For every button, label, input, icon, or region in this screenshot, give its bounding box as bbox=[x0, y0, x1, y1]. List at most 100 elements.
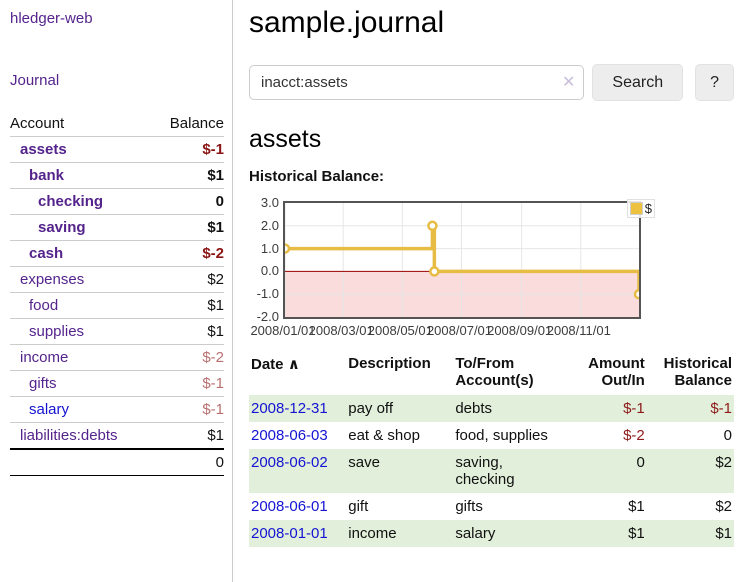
accounts-total-value: 0 bbox=[152, 448, 224, 476]
account-link-bank[interactable]: bank bbox=[29, 167, 65, 184]
data-point-marker bbox=[633, 288, 639, 300]
account-link-supplies[interactable]: supplies bbox=[29, 323, 85, 340]
account-link-food[interactable]: food bbox=[29, 297, 59, 314]
transaction-balance: $2 bbox=[715, 454, 732, 471]
data-point-marker bbox=[427, 220, 438, 232]
transaction-description: income bbox=[348, 525, 397, 542]
account-link-assets[interactable]: assets bbox=[20, 141, 67, 158]
transaction-date-link[interactable]: 2008-01-01 bbox=[251, 525, 328, 542]
transaction-description: gift bbox=[348, 498, 369, 515]
account-balance-cash: $-2 bbox=[152, 240, 224, 267]
y-axis-tick-label: -1.0 bbox=[256, 286, 279, 302]
register-header-balance: Historical Balance bbox=[663, 355, 732, 389]
transaction-date-link[interactable]: 2008-06-02 bbox=[251, 454, 328, 471]
account-link-expenses[interactable]: expenses bbox=[20, 271, 85, 288]
account-link-cash[interactable]: cash bbox=[29, 245, 64, 262]
legend-label: $ bbox=[644, 201, 652, 216]
transaction-date-link[interactable]: 2008-06-03 bbox=[251, 427, 328, 444]
account-row-supplies: supplies $1 bbox=[10, 318, 224, 345]
register-header-row: Date ∧ Description To/From Account(s) Am… bbox=[249, 352, 734, 395]
y-axis-tick-label: 0.0 bbox=[260, 263, 279, 279]
register-row: 2008-12-31 pay off debts $-1 $-1 bbox=[249, 395, 734, 422]
accounts-total-spacer bbox=[10, 448, 153, 476]
register-header-account: To/From Account(s) bbox=[455, 355, 534, 389]
account-row-liabilities-debts: liabilities:debts $1 bbox=[10, 422, 224, 449]
sidebar-item-journal[interactable]: Journal bbox=[10, 72, 60, 89]
sort-asc-icon: ∧ bbox=[287, 356, 300, 373]
transaction-date-link[interactable]: 2008-06-01 bbox=[251, 498, 328, 515]
search-input-wrap: ✕ bbox=[249, 65, 585, 100]
transaction-date-link[interactable]: 2008-12-31 bbox=[251, 400, 328, 417]
register-row: 2008-06-01 gift gifts $1 $2 bbox=[249, 493, 734, 520]
account-row-assets: assets $-1 bbox=[10, 136, 224, 163]
register-header-date[interactable]: Date ∧ bbox=[251, 356, 300, 373]
x-axis-tick-label: 2008/05/01 bbox=[367, 323, 433, 338]
account-row-expenses: expenses $2 bbox=[10, 266, 224, 293]
transaction-balance: 0 bbox=[723, 427, 732, 444]
search-form: ✕ Search ? bbox=[249, 64, 734, 101]
search-button[interactable]: Search bbox=[592, 64, 684, 101]
transaction-amount: $1 bbox=[628, 525, 645, 542]
transaction-balance: $-1 bbox=[710, 400, 732, 417]
account-balance-liabilities-debts: $1 bbox=[152, 422, 224, 449]
x-axis-tick-label: 2008/03/01 bbox=[308, 323, 374, 338]
historical-balance-chart: $ 3.0 2.0 1.0 0.0 -1.0 -2.0 2008/01/01 2008/03/… bbox=[249, 195, 659, 338]
account-balance-income: $-2 bbox=[152, 344, 224, 371]
account-balance-saving: $1 bbox=[152, 214, 224, 241]
help-button[interactable]: ? bbox=[695, 64, 734, 101]
account-row-saving: saving $1 bbox=[10, 214, 224, 241]
transaction-account: food, supplies bbox=[455, 427, 548, 444]
account-row-food: food $1 bbox=[10, 292, 224, 319]
transaction-description: eat & shop bbox=[348, 427, 420, 444]
account-balance-salary: $-1 bbox=[152, 396, 224, 423]
account-link-salary[interactable]: salary bbox=[29, 401, 70, 418]
accounts-header-account: Account bbox=[10, 115, 65, 132]
transaction-amount: 0 bbox=[636, 454, 645, 471]
transaction-balance: $2 bbox=[715, 498, 732, 515]
register-row: 2008-01-01 income salary $1 $1 bbox=[249, 520, 734, 547]
x-axis-tick-label: 2008/09/01 bbox=[487, 323, 553, 338]
account-row-cash: cash $-2 bbox=[10, 240, 224, 267]
accounts-table: Account Balance assets $-1 bank $1 check… bbox=[10, 111, 224, 476]
register-table: Date ∧ Description To/From Account(s) Am… bbox=[249, 352, 734, 547]
clear-search-icon[interactable]: ✕ bbox=[561, 74, 576, 91]
account-link-liabilities-debts[interactable]: liabilities:debts bbox=[20, 427, 118, 444]
search-input[interactable] bbox=[249, 65, 585, 100]
page-title: sample.journal bbox=[249, 6, 445, 39]
account-balance-expenses: $2 bbox=[152, 266, 224, 293]
accounts-total-row: 0 bbox=[10, 448, 224, 476]
y-axis-tick-label: 1.0 bbox=[260, 240, 279, 256]
data-point-marker bbox=[285, 243, 291, 254]
account-balance-checking: 0 bbox=[152, 188, 224, 215]
transaction-amount: $1 bbox=[628, 498, 645, 515]
y-axis-tick-label: -2.0 bbox=[256, 309, 279, 324]
y-axis-tick-label: 2.0 bbox=[260, 217, 279, 233]
account-link-checking[interactable]: checking bbox=[38, 193, 104, 210]
transaction-amount: $-1 bbox=[623, 400, 645, 417]
chart-title: Historical Balance: bbox=[249, 168, 385, 185]
register-header-description: Description bbox=[348, 355, 431, 372]
account-link-income[interactable]: income bbox=[20, 349, 69, 366]
account-heading: assets bbox=[249, 125, 322, 153]
transaction-description: pay off bbox=[348, 400, 393, 417]
x-axis-tick-label: 2008/07/01 bbox=[426, 323, 493, 338]
legend-swatch-icon bbox=[629, 202, 643, 215]
x-axis-tick-label: 2008/01/01 bbox=[250, 323, 316, 338]
transaction-account: debts bbox=[455, 400, 493, 417]
register-row: 2008-06-02 save saving, checking 0 $2 bbox=[249, 449, 734, 493]
account-row-checking: checking 0 bbox=[10, 188, 224, 215]
transaction-account: salary bbox=[455, 525, 496, 542]
app-title-link[interactable]: hledger-web bbox=[10, 10, 93, 27]
accounts-header-balance: Balance bbox=[169, 115, 224, 132]
sidebar-nav: Journal bbox=[10, 72, 224, 89]
account-link-gifts[interactable]: gifts bbox=[29, 375, 57, 392]
register-row: 2008-06-03 eat & shop food, supplies $-2… bbox=[249, 422, 734, 449]
data-point-marker bbox=[429, 266, 440, 277]
account-link-saving[interactable]: saving bbox=[38, 219, 86, 236]
transaction-balance: $1 bbox=[715, 525, 732, 542]
main-content: sample.journal ✕ Search ? assets Histori… bbox=[233, 0, 742, 582]
accounts-header-row: Account Balance bbox=[10, 111, 224, 137]
transaction-amount: $-2 bbox=[623, 427, 645, 444]
app-title: hledger-web bbox=[10, 10, 224, 27]
